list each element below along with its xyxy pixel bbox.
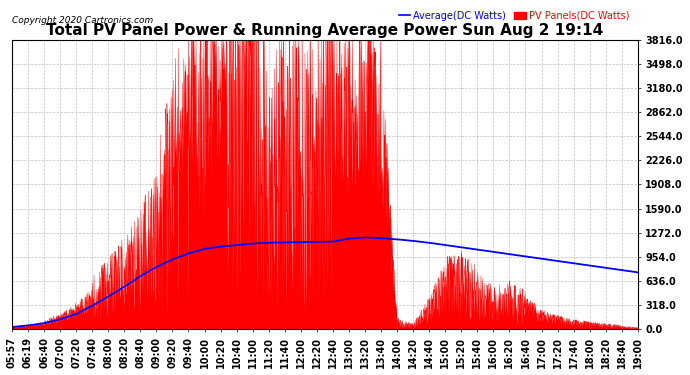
Legend: Average(DC Watts), PV Panels(DC Watts): Average(DC Watts), PV Panels(DC Watts) [395, 7, 633, 25]
Text: Copyright 2020 Cartronics.com: Copyright 2020 Cartronics.com [12, 16, 153, 25]
Title: Total PV Panel Power & Running Average Power Sun Aug 2 19:14: Total PV Panel Power & Running Average P… [46, 24, 604, 39]
